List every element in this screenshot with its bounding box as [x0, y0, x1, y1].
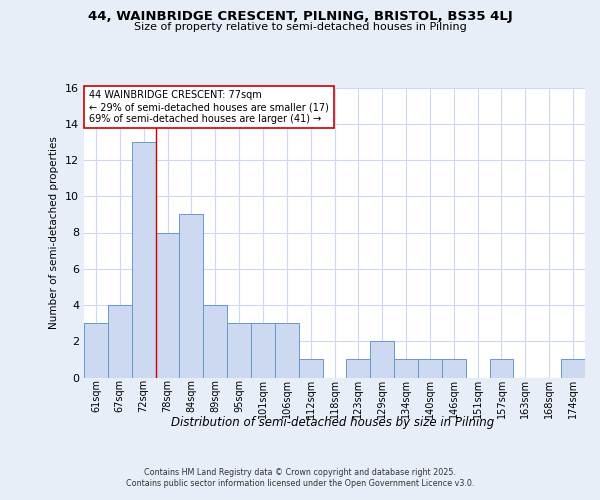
Bar — [561, 360, 585, 378]
Bar — [275, 323, 299, 378]
Bar — [370, 341, 394, 378]
Text: 44, WAINBRIDGE CRESCENT, PILNING, BRISTOL, BS35 4LJ: 44, WAINBRIDGE CRESCENT, PILNING, BRISTO… — [88, 10, 512, 23]
Text: Distribution of semi-detached houses by size in Pilning: Distribution of semi-detached houses by … — [172, 416, 494, 429]
Bar — [132, 142, 155, 378]
Text: 44 WAINBRIDGE CRESCENT: 77sqm
← 29% of semi-detached houses are smaller (17)
69%: 44 WAINBRIDGE CRESCENT: 77sqm ← 29% of s… — [89, 90, 329, 124]
Bar — [394, 360, 418, 378]
Bar — [251, 323, 275, 378]
Bar — [84, 323, 108, 378]
Bar — [299, 360, 323, 378]
Bar — [418, 360, 442, 378]
Bar — [108, 305, 132, 378]
Text: Contains HM Land Registry data © Crown copyright and database right 2025.
Contai: Contains HM Land Registry data © Crown c… — [126, 468, 474, 487]
Bar — [203, 305, 227, 378]
Bar — [442, 360, 466, 378]
Bar — [346, 360, 370, 378]
Bar — [227, 323, 251, 378]
Bar — [179, 214, 203, 378]
Bar — [490, 360, 514, 378]
Text: Size of property relative to semi-detached houses in Pilning: Size of property relative to semi-detach… — [134, 22, 466, 32]
Y-axis label: Number of semi-detached properties: Number of semi-detached properties — [49, 136, 59, 329]
Bar — [155, 232, 179, 378]
